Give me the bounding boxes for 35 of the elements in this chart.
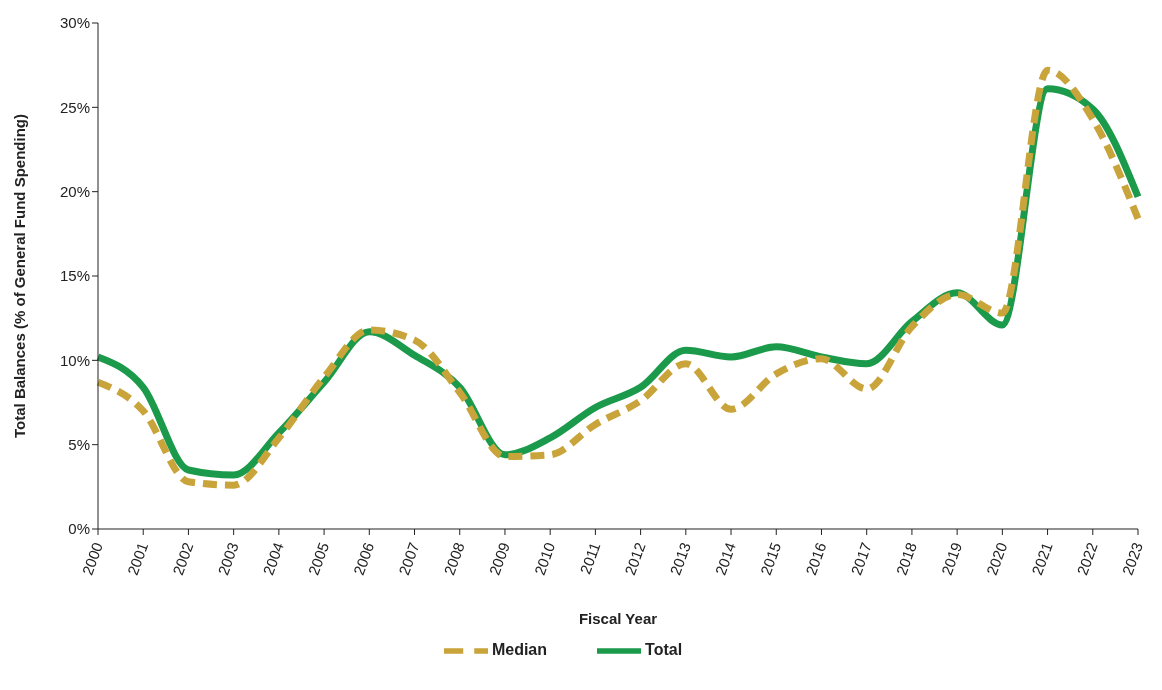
legend-label: Median xyxy=(491,641,548,659)
x-tick-label: 2020 xyxy=(982,540,1011,578)
y-tick-label: 20% xyxy=(59,182,90,200)
y-tick-label: 10% xyxy=(59,351,90,369)
x-tick-label: 2004 xyxy=(259,540,287,578)
x-tick-label: 2023 xyxy=(1118,540,1146,578)
x-tick-label: 2006 xyxy=(349,540,378,578)
x-tick-label: 2022 xyxy=(1073,540,1101,578)
x-tick-label: 2003 xyxy=(214,540,242,578)
x-tick-label: 2018 xyxy=(892,540,920,578)
y-tick-label: 15% xyxy=(59,267,90,285)
x-tick-label: 2005 xyxy=(304,540,333,578)
x-tick-label: 2001 xyxy=(123,540,152,578)
y-tick-label: 0% xyxy=(68,520,90,538)
x-tick-label: 2009 xyxy=(485,540,513,578)
x-tick-label: 2013 xyxy=(666,540,694,578)
x-tick-label: 2019 xyxy=(937,540,966,578)
x-tick-label: 2008 xyxy=(440,540,468,578)
y-tick-label: 30% xyxy=(59,14,90,32)
y-tick-label: 5% xyxy=(68,435,90,453)
x-tick-label: 2014 xyxy=(711,540,740,578)
x-tick-label: 2017 xyxy=(847,540,875,578)
x-axis-title: Fiscal Year xyxy=(578,610,658,627)
x-tick-label: 2012 xyxy=(621,540,649,578)
legend-label: Total xyxy=(645,641,683,659)
x-tick-label: 2011 xyxy=(576,540,604,577)
x-tick-label: 2002 xyxy=(169,540,197,578)
x-tick-label: 2021 xyxy=(1028,540,1056,578)
y-tick-label: 25% xyxy=(59,98,90,116)
x-tick-label: 2015 xyxy=(756,540,785,578)
x-tick-label: 2010 xyxy=(530,540,559,578)
x-tick-label: 2000 xyxy=(78,540,106,578)
y-axis-title: Total Balances (% of General Fund Spending) xyxy=(11,114,29,438)
x-tick-label: 2016 xyxy=(802,540,830,578)
x-tick-label: 2007 xyxy=(395,540,423,578)
